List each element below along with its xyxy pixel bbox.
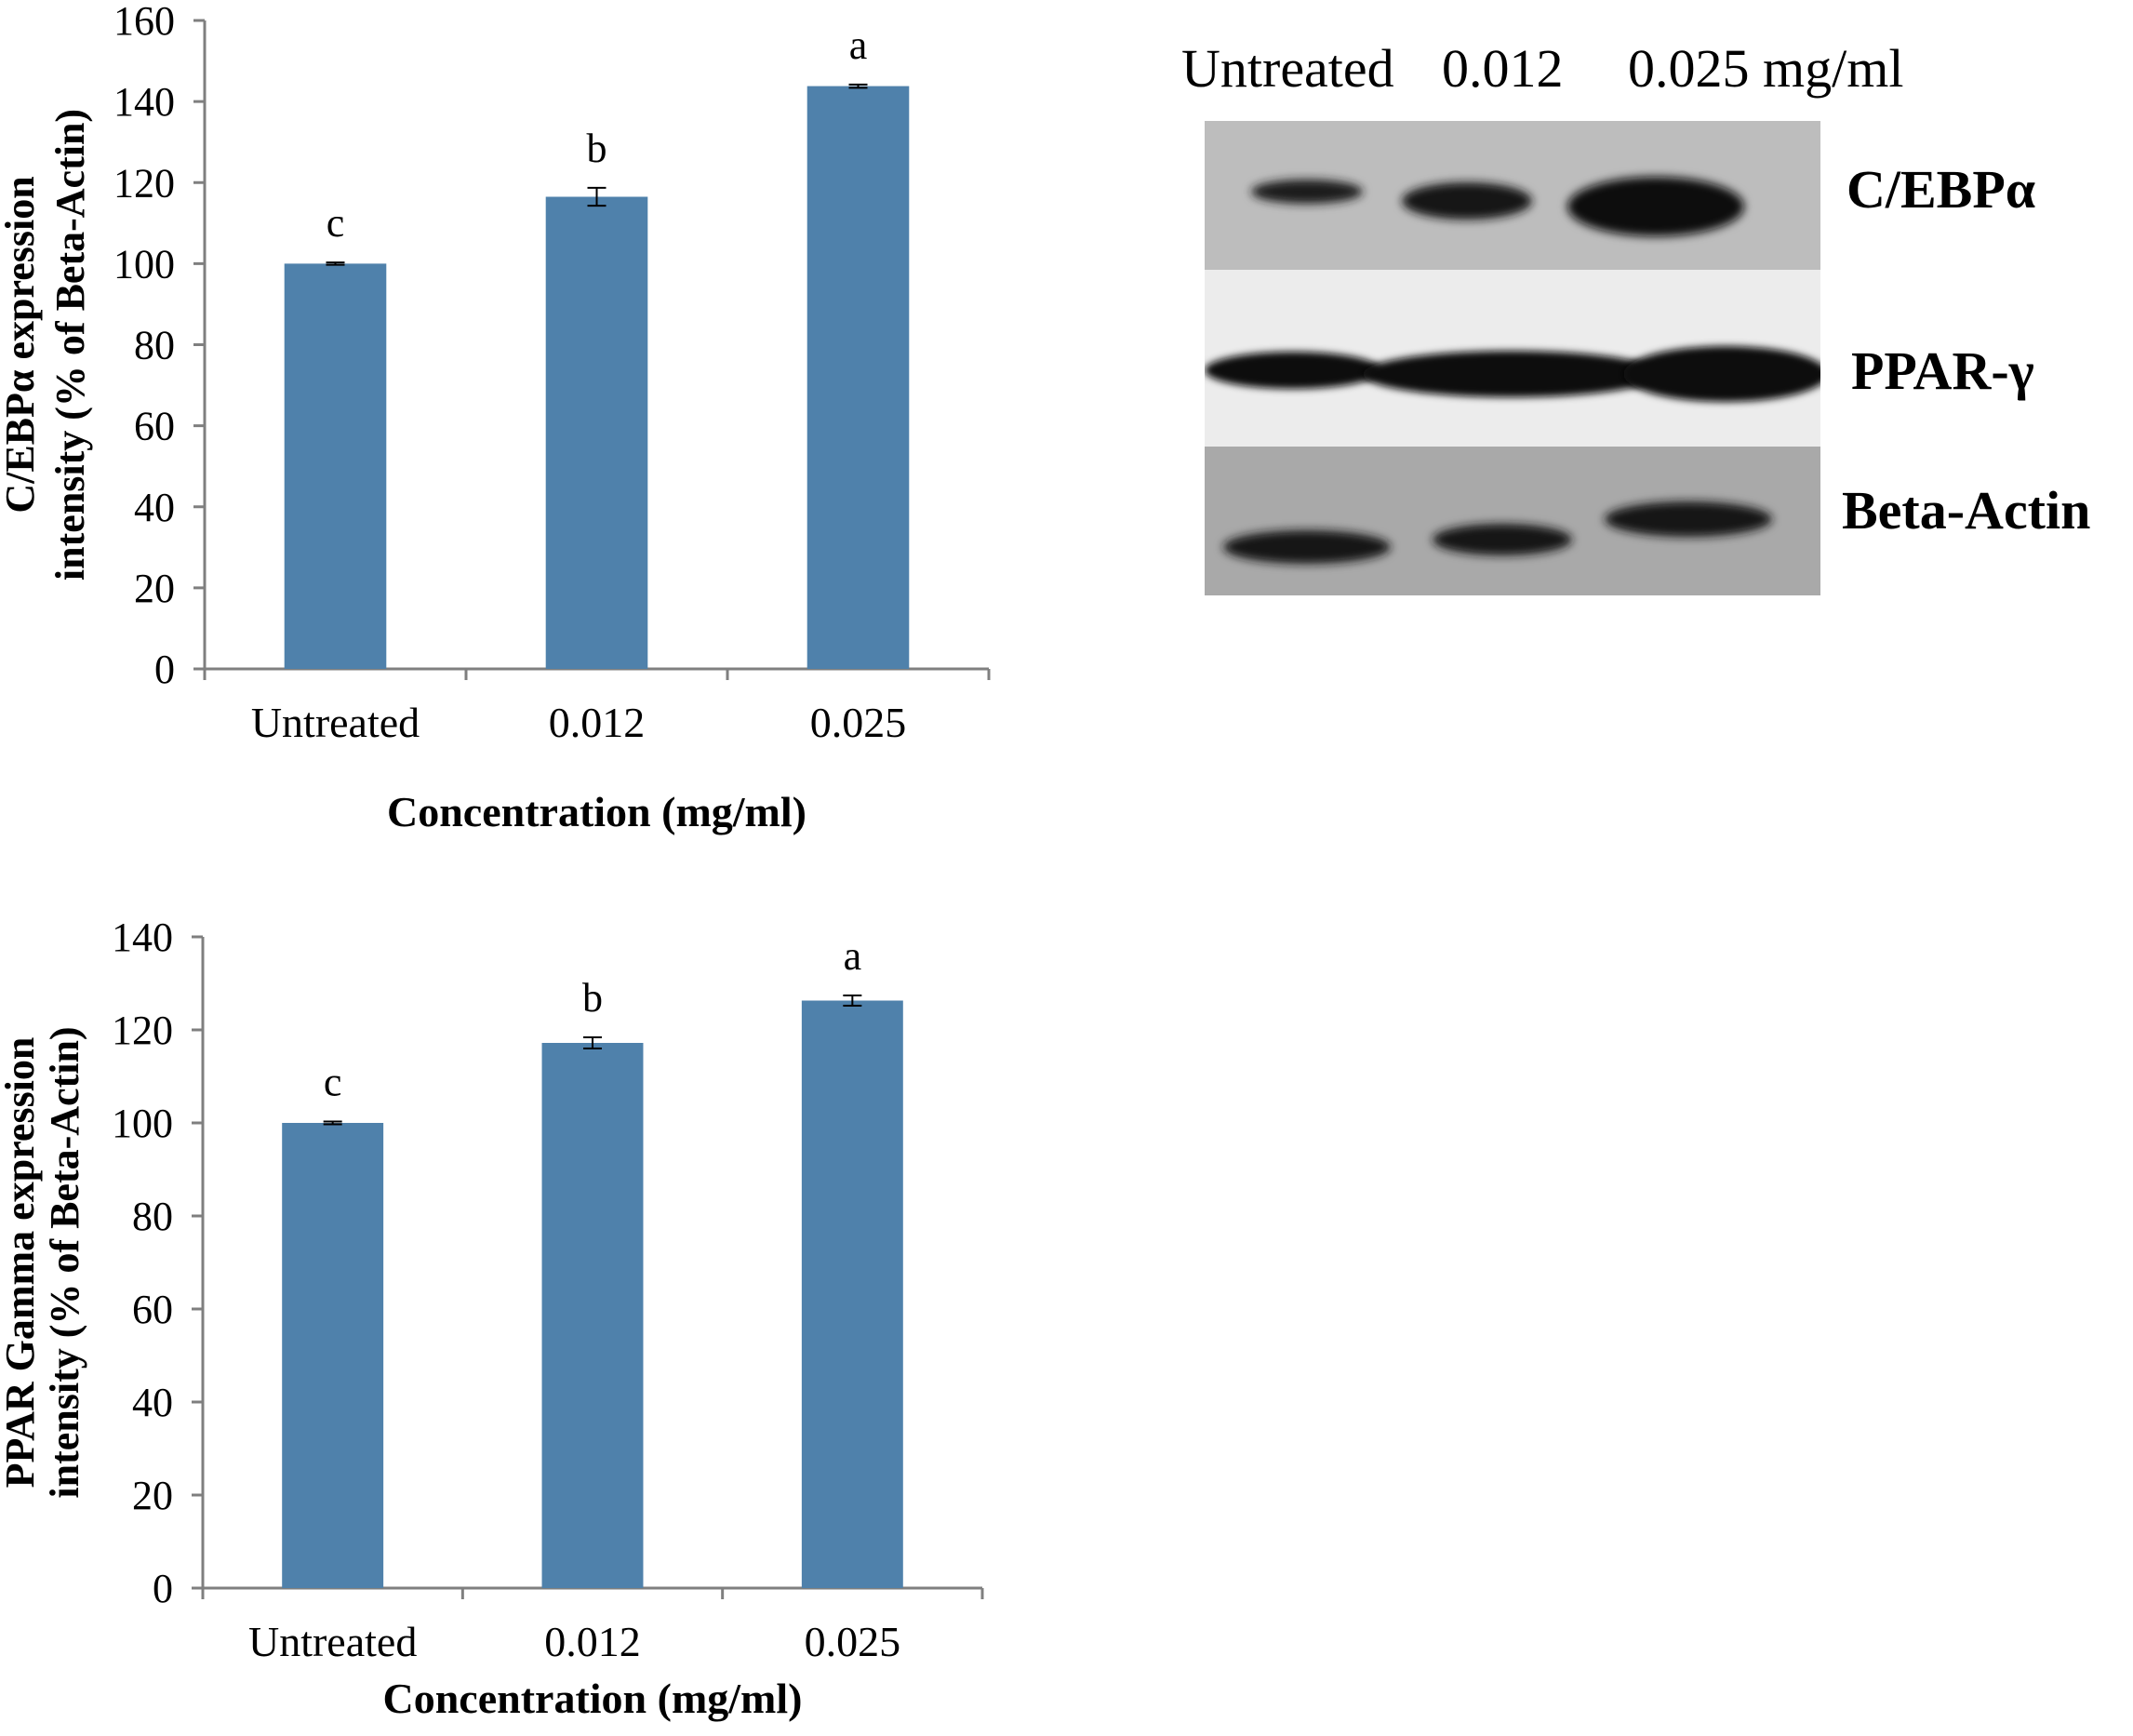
pparg-band-low xyxy=(1363,351,1660,397)
cebpa-chart-svg: 0 20 40 60 80 100 120 140 160 c Untreated b 0.012 a 0.… xyxy=(0,0,991,835)
cebpa-x-tick-label-1: 0.012 xyxy=(549,699,646,746)
pparg-y-tick-label-0: 0 xyxy=(153,1566,173,1611)
pparg-y-tick-label-3: 60 xyxy=(132,1287,173,1332)
cebpa-band-panel xyxy=(1205,121,1820,270)
pparg-y-tick-label-5: 100 xyxy=(112,1101,173,1146)
pparg-bar-chart: 0 20 40 60 80 100 120 140 c Untreated b 0.012 a 0.025… xyxy=(0,916,1042,1736)
actin-band-low xyxy=(1433,524,1572,555)
pparg-y-axis-label-line2: intensity (% of Beta-Actin) xyxy=(42,1026,87,1498)
pparg-bar-2 xyxy=(801,1000,903,1588)
pparg-y-tick-label-6: 120 xyxy=(112,1008,173,1053)
pparg-y-axis-label-line1: PPAR Gamma expression xyxy=(0,1037,43,1489)
actin-band-high xyxy=(1605,501,1772,537)
pparg-sig-letter-1: b xyxy=(582,975,603,1021)
pparg-x-tick-label-2: 0.025 xyxy=(805,1618,901,1665)
cebpa-bar-2 xyxy=(807,86,910,670)
pparg-band-untreated xyxy=(1205,352,1381,389)
actin-band-untreated xyxy=(1223,530,1391,564)
actin-band-panel xyxy=(1205,447,1820,595)
cebpa-band-high xyxy=(1567,177,1744,236)
cebpa-bar-chart: 0 20 40 60 80 100 120 140 160 c Untreated b 0.012 a 0.… xyxy=(0,0,1042,847)
cebpa-y-tick-label-7: 140 xyxy=(113,79,175,125)
cebpa-sig-letter-1: b xyxy=(587,126,607,171)
cebpa-y-tick-label-2: 40 xyxy=(134,485,175,530)
cebpa-band-untreated xyxy=(1251,180,1363,204)
pparg-sig-letter-2: a xyxy=(844,933,862,979)
cebpa-y-axis-label-line2: intensity (% of Beta-Actin) xyxy=(47,109,93,581)
cebpa-y-tick-label-4: 80 xyxy=(134,323,175,368)
pparg-x-tick-label-0: Untreated xyxy=(248,1618,417,1665)
cebpa-sig-letter-0: c xyxy=(327,200,345,246)
pparg-x-tick-label-1: 0.012 xyxy=(544,1618,641,1665)
pparg-chart-svg: 0 20 40 60 80 100 120 140 c Untreated b 0.012 a 0.025… xyxy=(0,916,984,1722)
western-blot-panel: Untreated 0.012 0.025 mg/ml C/EBPα PPAR-… xyxy=(1130,19,2133,633)
cebpa-y-tick-label-3: 60 xyxy=(134,404,175,449)
cebpa-x-tick-label-2: 0.025 xyxy=(810,699,907,746)
pparg-y-tick-label-1: 20 xyxy=(132,1473,173,1518)
blot-header-low: 0.012 xyxy=(1442,38,1564,99)
blot-header-untreated: Untreated xyxy=(1181,38,1394,99)
cebpa-bar-0 xyxy=(284,263,387,669)
pparg-sig-letter-0: c xyxy=(324,1060,342,1105)
cebpa-band-low xyxy=(1402,182,1532,220)
protein-label-cebpa: C/EBPα xyxy=(1846,159,2036,220)
cebpa-y-tick-label-8: 160 xyxy=(113,0,175,44)
cebpa-x-axis-label: Concentration (mg/ml) xyxy=(387,788,807,835)
pparg-bar-1 xyxy=(541,1043,644,1588)
cebpa-y-tick-label-1: 20 xyxy=(134,566,175,611)
cebpa-y-tick-label-5: 100 xyxy=(113,241,175,287)
pparg-band-panel xyxy=(1205,270,1820,447)
pparg-y-tick-label-2: 40 xyxy=(132,1380,173,1425)
cebpa-bar-1 xyxy=(545,196,648,669)
pparg-y-tick-label-4: 80 xyxy=(132,1194,173,1239)
protein-label-actin: Beta-Actin xyxy=(1842,480,2091,541)
pparg-x-axis-label: Concentration (mg/ml) xyxy=(383,1675,803,1722)
cebpa-y-axis-label-line1: C/EBPα expression xyxy=(0,176,43,513)
pparg-y-tick-label-7: 140 xyxy=(112,916,173,960)
pparg-band-high xyxy=(1623,346,1820,402)
protein-label-pparg: PPAR-γ xyxy=(1851,341,2034,401)
cebpa-y-tick-label-0: 0 xyxy=(154,647,175,692)
pparg-bar-0 xyxy=(282,1123,384,1588)
cebpa-y-tick-label-6: 120 xyxy=(113,160,175,206)
cebpa-sig-letter-2: a xyxy=(849,22,868,68)
cebpa-x-tick-label-0: Untreated xyxy=(251,699,420,746)
blot-header-high: 0.025 mg/ml xyxy=(1628,38,1904,99)
